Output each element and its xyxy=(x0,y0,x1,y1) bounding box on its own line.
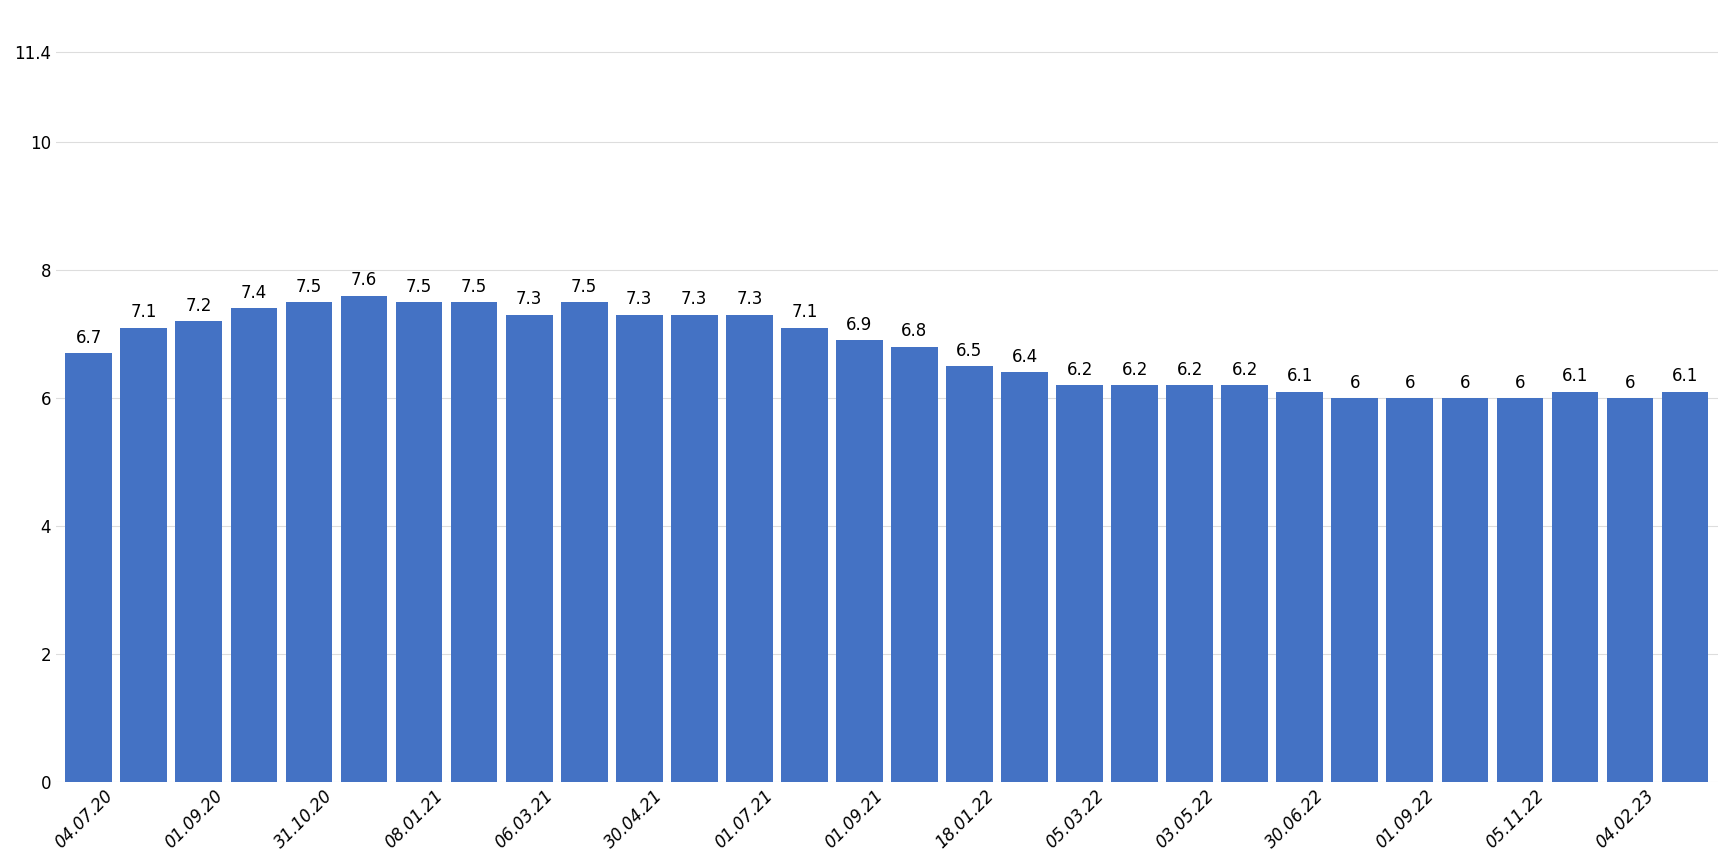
Text: 7.4: 7.4 xyxy=(241,284,267,302)
Bar xyxy=(66,353,113,782)
Bar xyxy=(450,302,497,782)
Bar xyxy=(1057,385,1103,782)
Bar xyxy=(1001,372,1048,782)
Bar xyxy=(1496,398,1543,782)
Bar xyxy=(617,314,663,782)
Text: 6.9: 6.9 xyxy=(847,316,873,334)
Text: 6.7: 6.7 xyxy=(76,329,102,346)
Bar xyxy=(1112,385,1159,782)
Bar xyxy=(726,314,772,782)
Bar xyxy=(1441,398,1488,782)
Text: 7.5: 7.5 xyxy=(296,277,322,295)
Text: 6.4: 6.4 xyxy=(1011,348,1037,366)
Bar xyxy=(1276,391,1323,782)
Text: 7.1: 7.1 xyxy=(792,303,818,321)
Bar xyxy=(121,327,168,782)
Bar xyxy=(670,314,717,782)
Text: 7.5: 7.5 xyxy=(572,277,598,295)
Bar xyxy=(1386,398,1434,782)
Text: 6.2: 6.2 xyxy=(1231,361,1257,378)
Bar xyxy=(946,366,992,782)
Text: 7.3: 7.3 xyxy=(516,290,542,308)
Text: 6.5: 6.5 xyxy=(956,341,982,359)
Text: 6.1: 6.1 xyxy=(1671,367,1699,385)
Text: 6.1: 6.1 xyxy=(1287,367,1313,385)
Bar xyxy=(1332,398,1379,782)
Text: 6: 6 xyxy=(1460,373,1470,391)
Text: 7.3: 7.3 xyxy=(681,290,707,308)
Text: 7.6: 7.6 xyxy=(352,271,378,289)
Text: 6: 6 xyxy=(1625,373,1635,391)
Text: 6.2: 6.2 xyxy=(1121,361,1148,378)
Bar xyxy=(230,308,277,782)
Bar xyxy=(1221,385,1268,782)
Bar xyxy=(781,327,828,782)
Bar xyxy=(837,340,883,782)
Text: 6.2: 6.2 xyxy=(1067,361,1093,378)
Text: 6.1: 6.1 xyxy=(1562,367,1588,385)
Text: 6: 6 xyxy=(1349,373,1360,391)
Text: 7.2: 7.2 xyxy=(185,297,211,314)
Text: 7.3: 7.3 xyxy=(736,290,762,308)
Bar xyxy=(1552,391,1599,782)
Bar xyxy=(1607,398,1654,782)
Text: 7.1: 7.1 xyxy=(130,303,158,321)
Bar xyxy=(890,346,937,782)
Bar xyxy=(561,302,608,782)
Text: 7.5: 7.5 xyxy=(461,277,487,295)
Text: 7.5: 7.5 xyxy=(405,277,433,295)
Text: 7.3: 7.3 xyxy=(625,290,653,308)
Text: 6.2: 6.2 xyxy=(1176,361,1202,378)
Bar xyxy=(395,302,442,782)
Bar xyxy=(286,302,333,782)
Bar xyxy=(175,321,222,782)
Bar xyxy=(1166,385,1212,782)
Bar xyxy=(341,295,388,782)
Bar xyxy=(1661,391,1708,782)
Text: 6: 6 xyxy=(1405,373,1415,391)
Bar xyxy=(506,314,553,782)
Text: 6.8: 6.8 xyxy=(901,322,928,340)
Text: 6: 6 xyxy=(1516,373,1526,391)
